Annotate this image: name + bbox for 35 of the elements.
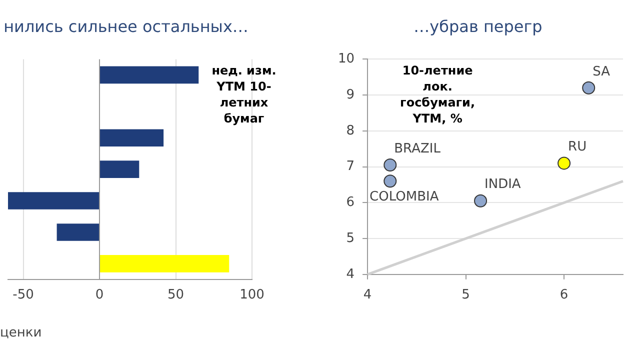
- y-tick-label: 10: [338, 52, 355, 67]
- point: [384, 174, 397, 188]
- x-tick-label: 0: [95, 288, 104, 303]
- chart-title: …убрав перегр: [414, 16, 542, 36]
- y-tick-label: 9: [346, 87, 355, 102]
- x-tick-label: 4: [363, 288, 372, 303]
- x-tick-label: 5: [462, 288, 470, 303]
- bar: [100, 255, 230, 272]
- y-tick-label: 6: [346, 195, 355, 210]
- x-tick-label: -50: [12, 288, 34, 303]
- x-tick-label: 6: [560, 288, 568, 303]
- y-tick-label: 5: [346, 230, 355, 246]
- y-tick-label: 4: [346, 266, 355, 282]
- point: [384, 158, 397, 172]
- annotation: BRAZIL: [394, 141, 442, 156]
- annotation: RU: [568, 140, 587, 155]
- bar: [100, 160, 140, 178]
- point: [474, 194, 488, 208]
- y-tick-label: 7: [346, 159, 355, 174]
- point: [582, 81, 596, 94]
- bar: [8, 192, 99, 210]
- bar: [100, 129, 164, 146]
- bar: [56, 224, 99, 241]
- annotation: 10-летние лок. госбумаги, YTM, %: [400, 63, 476, 126]
- x-tick-label: 100: [240, 288, 264, 303]
- text: ценки: [0, 325, 42, 340]
- y-tick-label: 8: [346, 123, 355, 138]
- chart-title: нились сильнее остальных…: [4, 16, 248, 36]
- bar: [100, 66, 199, 84]
- point: [558, 156, 571, 170]
- annotation: SA: [592, 64, 610, 80]
- annotation: COLOMBIA: [370, 190, 439, 205]
- x-tick-label: 50: [167, 288, 184, 303]
- annotation: нед. изм. YTM 10-летних бумаг: [212, 63, 276, 126]
- annotation: INDIA: [484, 177, 521, 192]
